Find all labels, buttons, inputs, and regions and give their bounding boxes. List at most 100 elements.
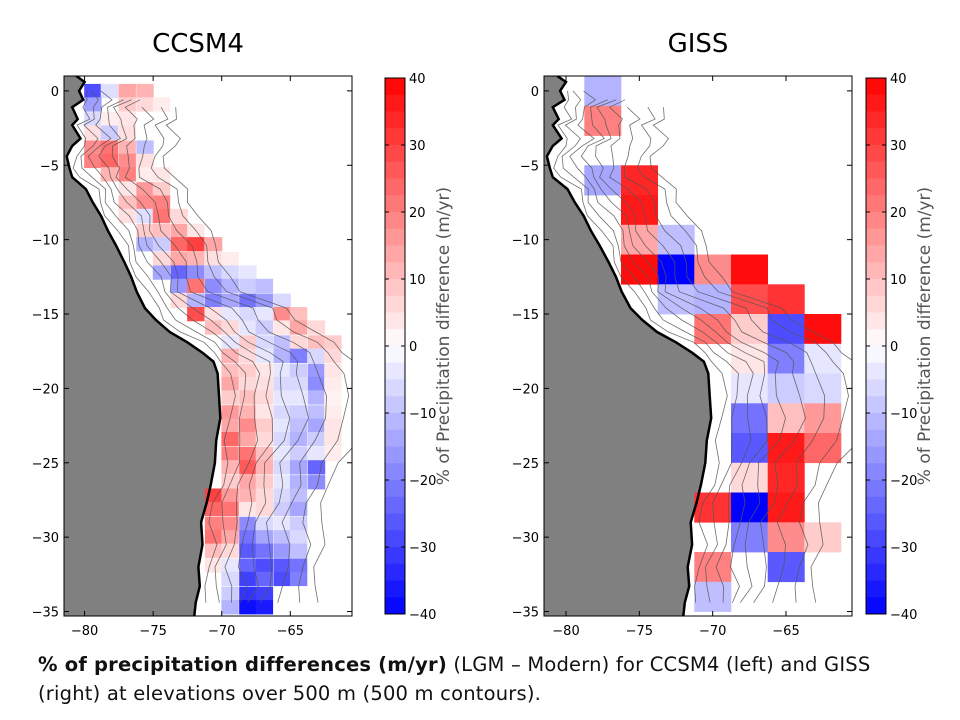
- colorbar-swatch: [866, 563, 886, 581]
- heatmap-cell: [289, 348, 308, 363]
- heatmap-cell: [289, 475, 308, 490]
- heatmap-cell: [657, 284, 695, 315]
- heatmap-cell: [289, 488, 308, 503]
- heatmap-cell: [255, 432, 274, 447]
- heatmap-cell: [221, 376, 239, 392]
- heatmap-cell: [204, 558, 223, 573]
- heatmap-cell: [221, 571, 239, 587]
- heatmap-cell: [307, 446, 326, 462]
- heatmap-cell: [621, 165, 658, 196]
- colorbar-swatch: [385, 212, 405, 230]
- heatmap-cell: [324, 390, 342, 405]
- heatmap-cell: [657, 224, 695, 255]
- colorbar-label: % of Precipitation difference (m/yr): [434, 187, 454, 485]
- heatmap-cell: [221, 586, 239, 601]
- heatmap-cell: [239, 278, 257, 294]
- heatmap-cell: [731, 284, 768, 315]
- panel-title: GISS: [668, 29, 729, 59]
- heatmap-cell: [170, 265, 188, 280]
- heatmap-cell: [255, 571, 274, 587]
- y-tick-label: 0: [531, 85, 539, 100]
- heatmap-cell: [324, 376, 342, 392]
- heatmap-cell: [731, 343, 768, 374]
- elevation-contour: [569, 90, 754, 603]
- heatmap-cell: [221, 432, 239, 447]
- elevation-contour: [98, 99, 274, 603]
- colorbar-swatch: [385, 480, 405, 498]
- heatmap-cell: [307, 376, 326, 392]
- x-tick-label: −75: [626, 624, 653, 639]
- heatmap-cell: [273, 488, 291, 503]
- heatmap-cell: [324, 432, 342, 447]
- heatmap-cell: [204, 278, 223, 294]
- heatmap-cell: [694, 254, 732, 285]
- map-frame: [63, 75, 353, 617]
- elevation-contour: [150, 107, 350, 603]
- heatmap-cell: [273, 405, 291, 420]
- colorbar-tick-label: 0: [890, 340, 898, 355]
- heatmap-cell: [273, 363, 291, 378]
- colorbar-swatch: [385, 346, 405, 364]
- heatmap-cell: [731, 254, 768, 285]
- x-tick-label: −75: [139, 624, 166, 639]
- heatmap-cell: [307, 475, 326, 490]
- colorbar-tick-label: −20: [409, 474, 436, 489]
- heatmap-cell: [767, 314, 805, 345]
- y-tick-label: −35: [512, 606, 539, 621]
- heatmap-cell: [255, 488, 274, 503]
- heatmap-cell: [289, 376, 308, 392]
- elevation-contour: [162, 107, 352, 603]
- heatmap-cell: [239, 516, 257, 532]
- heatmap-cell: [84, 83, 102, 99]
- elevation-contour: [649, 107, 852, 603]
- heatmap-cell: [289, 571, 308, 587]
- colorbar-tick-label: 30: [890, 139, 907, 154]
- heatmap-cell: [273, 293, 291, 308]
- colorbar-tick-label: −30: [890, 541, 917, 556]
- heatmap-cell: [767, 492, 805, 523]
- heatmap-cell: [694, 581, 732, 612]
- heatmap-cell: [289, 320, 308, 335]
- heatmap-cell: [221, 265, 239, 280]
- colorbar-swatch: [866, 111, 886, 129]
- elevation-contour: [623, 106, 826, 603]
- heatmap-cell: [170, 223, 188, 238]
- y-tick-label: −30: [32, 531, 59, 546]
- heatmap-cell: [255, 363, 274, 378]
- heatmap-cell: [239, 558, 257, 573]
- colorbar-tick-label: 20: [409, 206, 426, 221]
- heatmap-cell: [289, 446, 308, 462]
- map-area: [64, 76, 352, 616]
- heatmap-cell: [187, 307, 205, 322]
- colorbar-swatch: [866, 580, 886, 598]
- heatmap-cell: [289, 543, 308, 558]
- y-tick-label: −10: [512, 234, 539, 249]
- heatmap-cell: [204, 237, 223, 252]
- heatmap-cell: [289, 405, 308, 420]
- heatmap-cell: [694, 552, 732, 583]
- colorbar-swatch: [385, 245, 405, 263]
- heatmap-cell: [694, 314, 732, 345]
- colorbar-swatch: [385, 513, 405, 531]
- heatmap-cell: [204, 516, 223, 532]
- heatmap-cell: [307, 460, 326, 475]
- grey-landmass: [64, 76, 221, 616]
- y-tick-label: −35: [32, 606, 59, 621]
- heatmap-cell: [204, 530, 223, 545]
- heatmap-cell: [239, 586, 257, 601]
- elevation-contour: [87, 90, 261, 603]
- colorbar-swatch: [866, 128, 886, 146]
- colorbar-swatch: [385, 413, 405, 431]
- x-tick-label: −70: [208, 624, 235, 639]
- heatmap-cell: [273, 446, 291, 462]
- heatmap-cell: [239, 376, 257, 392]
- heatmap-cell: [255, 390, 274, 405]
- heatmap-cell: [255, 501, 274, 517]
- colorbar-swatch: [385, 279, 405, 297]
- colorbar-swatch: [385, 78, 405, 96]
- heatmap-cell: [255, 293, 274, 308]
- colorbar-swatch: [385, 362, 405, 380]
- heatmap-cell: [731, 462, 768, 493]
- heatmap-cell: [767, 462, 805, 493]
- colorbar-swatch: [385, 580, 405, 598]
